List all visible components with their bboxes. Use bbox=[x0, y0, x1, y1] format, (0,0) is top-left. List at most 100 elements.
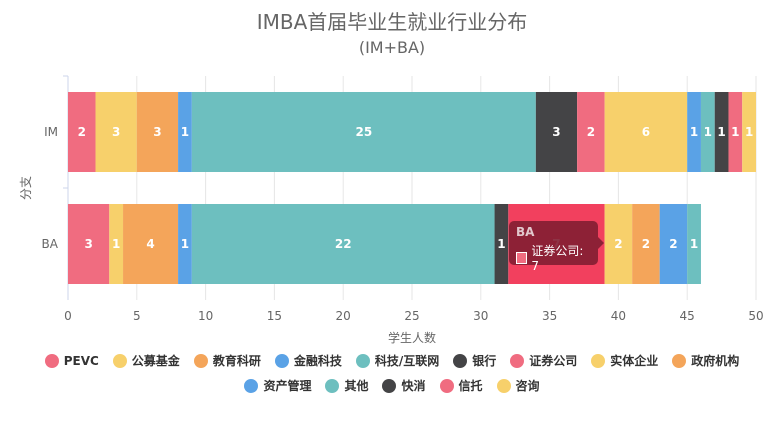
legend-swatch bbox=[274, 353, 289, 368]
data-label: 25 bbox=[355, 125, 372, 139]
legend-item[interactable]: 金融科技 bbox=[274, 352, 342, 369]
x-tick-label: 25 bbox=[404, 309, 419, 323]
bar-segment bbox=[494, 204, 509, 284]
y-axis-title: 分支 bbox=[19, 176, 33, 200]
legend-label: 证券公司 bbox=[529, 354, 578, 368]
data-label: 1 bbox=[497, 237, 505, 251]
data-label: 1 bbox=[181, 125, 189, 139]
data-label: 1 bbox=[690, 237, 698, 251]
x-tick-label: 30 bbox=[473, 309, 488, 323]
tooltip-arrow bbox=[598, 237, 604, 249]
legend-item[interactable]: 教育科研 bbox=[193, 352, 261, 369]
data-label: 2 bbox=[587, 125, 595, 139]
bar-segment bbox=[632, 204, 660, 284]
legend-label: 政府机构 bbox=[691, 354, 740, 368]
x-tick-label: 45 bbox=[680, 309, 695, 323]
bar-segment bbox=[687, 92, 701, 172]
chart-legend: PEVC 公募基金 教育科研 金融科技 科技/互联网 银行 证券公司 实体企业 政府机构资产管理… bbox=[18, 352, 766, 394]
x-tick-label: 5 bbox=[133, 309, 141, 323]
bar-segment bbox=[659, 204, 688, 284]
bar-segment bbox=[178, 92, 192, 172]
data-label: 3 bbox=[552, 125, 560, 139]
bar-segment bbox=[714, 92, 729, 172]
legend-item[interactable]: 银行 bbox=[453, 352, 496, 369]
legend-label: 教育科研 bbox=[212, 354, 261, 368]
legend-label: 金融科技 bbox=[293, 354, 342, 368]
legend-label: 银行 bbox=[472, 354, 497, 368]
data-label: 1 bbox=[181, 237, 189, 251]
legend-item[interactable]: 公募基金 bbox=[112, 352, 180, 369]
chart-title: IMBA首届毕业生就业行业分布 bbox=[256, 10, 528, 34]
y-tick-label: BA bbox=[42, 237, 59, 251]
data-label: 2 bbox=[642, 237, 650, 251]
bar-segment bbox=[68, 92, 96, 172]
data-label: 1 bbox=[704, 125, 712, 139]
data-label: 1 bbox=[745, 125, 753, 139]
legend-label: PEVC bbox=[63, 353, 99, 368]
data-label: 3 bbox=[112, 125, 120, 139]
legend-swatch bbox=[672, 353, 687, 368]
legend-label: 公募基金 bbox=[131, 354, 180, 368]
bar-segment bbox=[535, 92, 578, 172]
x-tick-label: 20 bbox=[336, 309, 351, 323]
legend-swatch bbox=[591, 353, 606, 368]
legend-label: 咨询 bbox=[515, 379, 540, 393]
bar-segment bbox=[191, 92, 536, 172]
legend-label: 其他 bbox=[344, 379, 369, 393]
legend-label: 科技/互联网 bbox=[374, 354, 440, 368]
data-label: 1 bbox=[690, 125, 698, 139]
data-label: 6 bbox=[642, 125, 650, 139]
legend-swatch bbox=[496, 378, 511, 393]
bar-segment bbox=[178, 204, 192, 284]
legend-item[interactable]: 资产管理 bbox=[244, 377, 311, 394]
bar-segment bbox=[109, 204, 124, 284]
x-tick-label: 40 bbox=[611, 309, 626, 323]
legend-swatch bbox=[510, 353, 525, 368]
legend-item[interactable]: 证券公司 bbox=[510, 352, 577, 369]
legend-label: 快消 bbox=[401, 379, 426, 393]
bar-segment bbox=[604, 204, 633, 284]
data-label: 3 bbox=[153, 125, 161, 139]
data-label: 22 bbox=[335, 237, 352, 251]
legend-label: 信托 bbox=[458, 379, 483, 393]
data-label: 1 bbox=[731, 125, 739, 139]
bar-segment bbox=[742, 92, 756, 172]
legend-item[interactable]: 科技/互联网 bbox=[355, 352, 440, 369]
bar-segment bbox=[191, 204, 495, 284]
chart-subtitle: (IM+BA) bbox=[358, 38, 426, 57]
legend-swatch bbox=[325, 378, 340, 393]
legend-swatch bbox=[193, 353, 208, 368]
data-label: 2 bbox=[669, 237, 677, 251]
legend-swatch bbox=[112, 353, 127, 368]
legend-item[interactable]: 政府机构 bbox=[672, 352, 739, 369]
x-axis-title: 学生人数 bbox=[388, 330, 436, 345]
data-label: 2 bbox=[78, 125, 86, 139]
bar-segment bbox=[687, 204, 701, 284]
bar-segment bbox=[95, 92, 137, 172]
tooltip-row: 证券公司: 7 bbox=[516, 242, 591, 273]
bar-segment bbox=[68, 204, 110, 284]
chart-tooltip: BA 证券公司: 7 bbox=[509, 221, 598, 273]
x-tick-label: 35 bbox=[542, 309, 557, 323]
legend-swatch bbox=[382, 378, 397, 393]
legend-item[interactable]: 信托 bbox=[439, 377, 483, 394]
legend-swatch bbox=[44, 353, 59, 368]
y-tick-label: IM bbox=[44, 125, 58, 139]
tooltip-title: BA bbox=[516, 225, 535, 239]
bar-segment bbox=[604, 92, 688, 172]
x-tick-label: 15 bbox=[267, 309, 282, 323]
bar-segment bbox=[700, 92, 715, 172]
legend-item[interactable]: 咨询 bbox=[496, 377, 540, 394]
tooltip-label: 证券公司: 7 bbox=[531, 244, 584, 273]
tooltip-swatch bbox=[516, 251, 528, 264]
legend-item[interactable]: PEVC bbox=[44, 352, 99, 369]
x-tick-label: 10 bbox=[198, 309, 213, 323]
x-tick-label: 50 bbox=[748, 309, 763, 323]
bar-segment bbox=[577, 92, 605, 172]
legend-swatch bbox=[439, 378, 454, 393]
data-label: 2 bbox=[614, 237, 622, 251]
legend-item[interactable]: 其他 bbox=[325, 377, 368, 394]
legend-item[interactable]: 实体企业 bbox=[591, 352, 658, 369]
legend-item[interactable]: 快消 bbox=[382, 377, 426, 394]
